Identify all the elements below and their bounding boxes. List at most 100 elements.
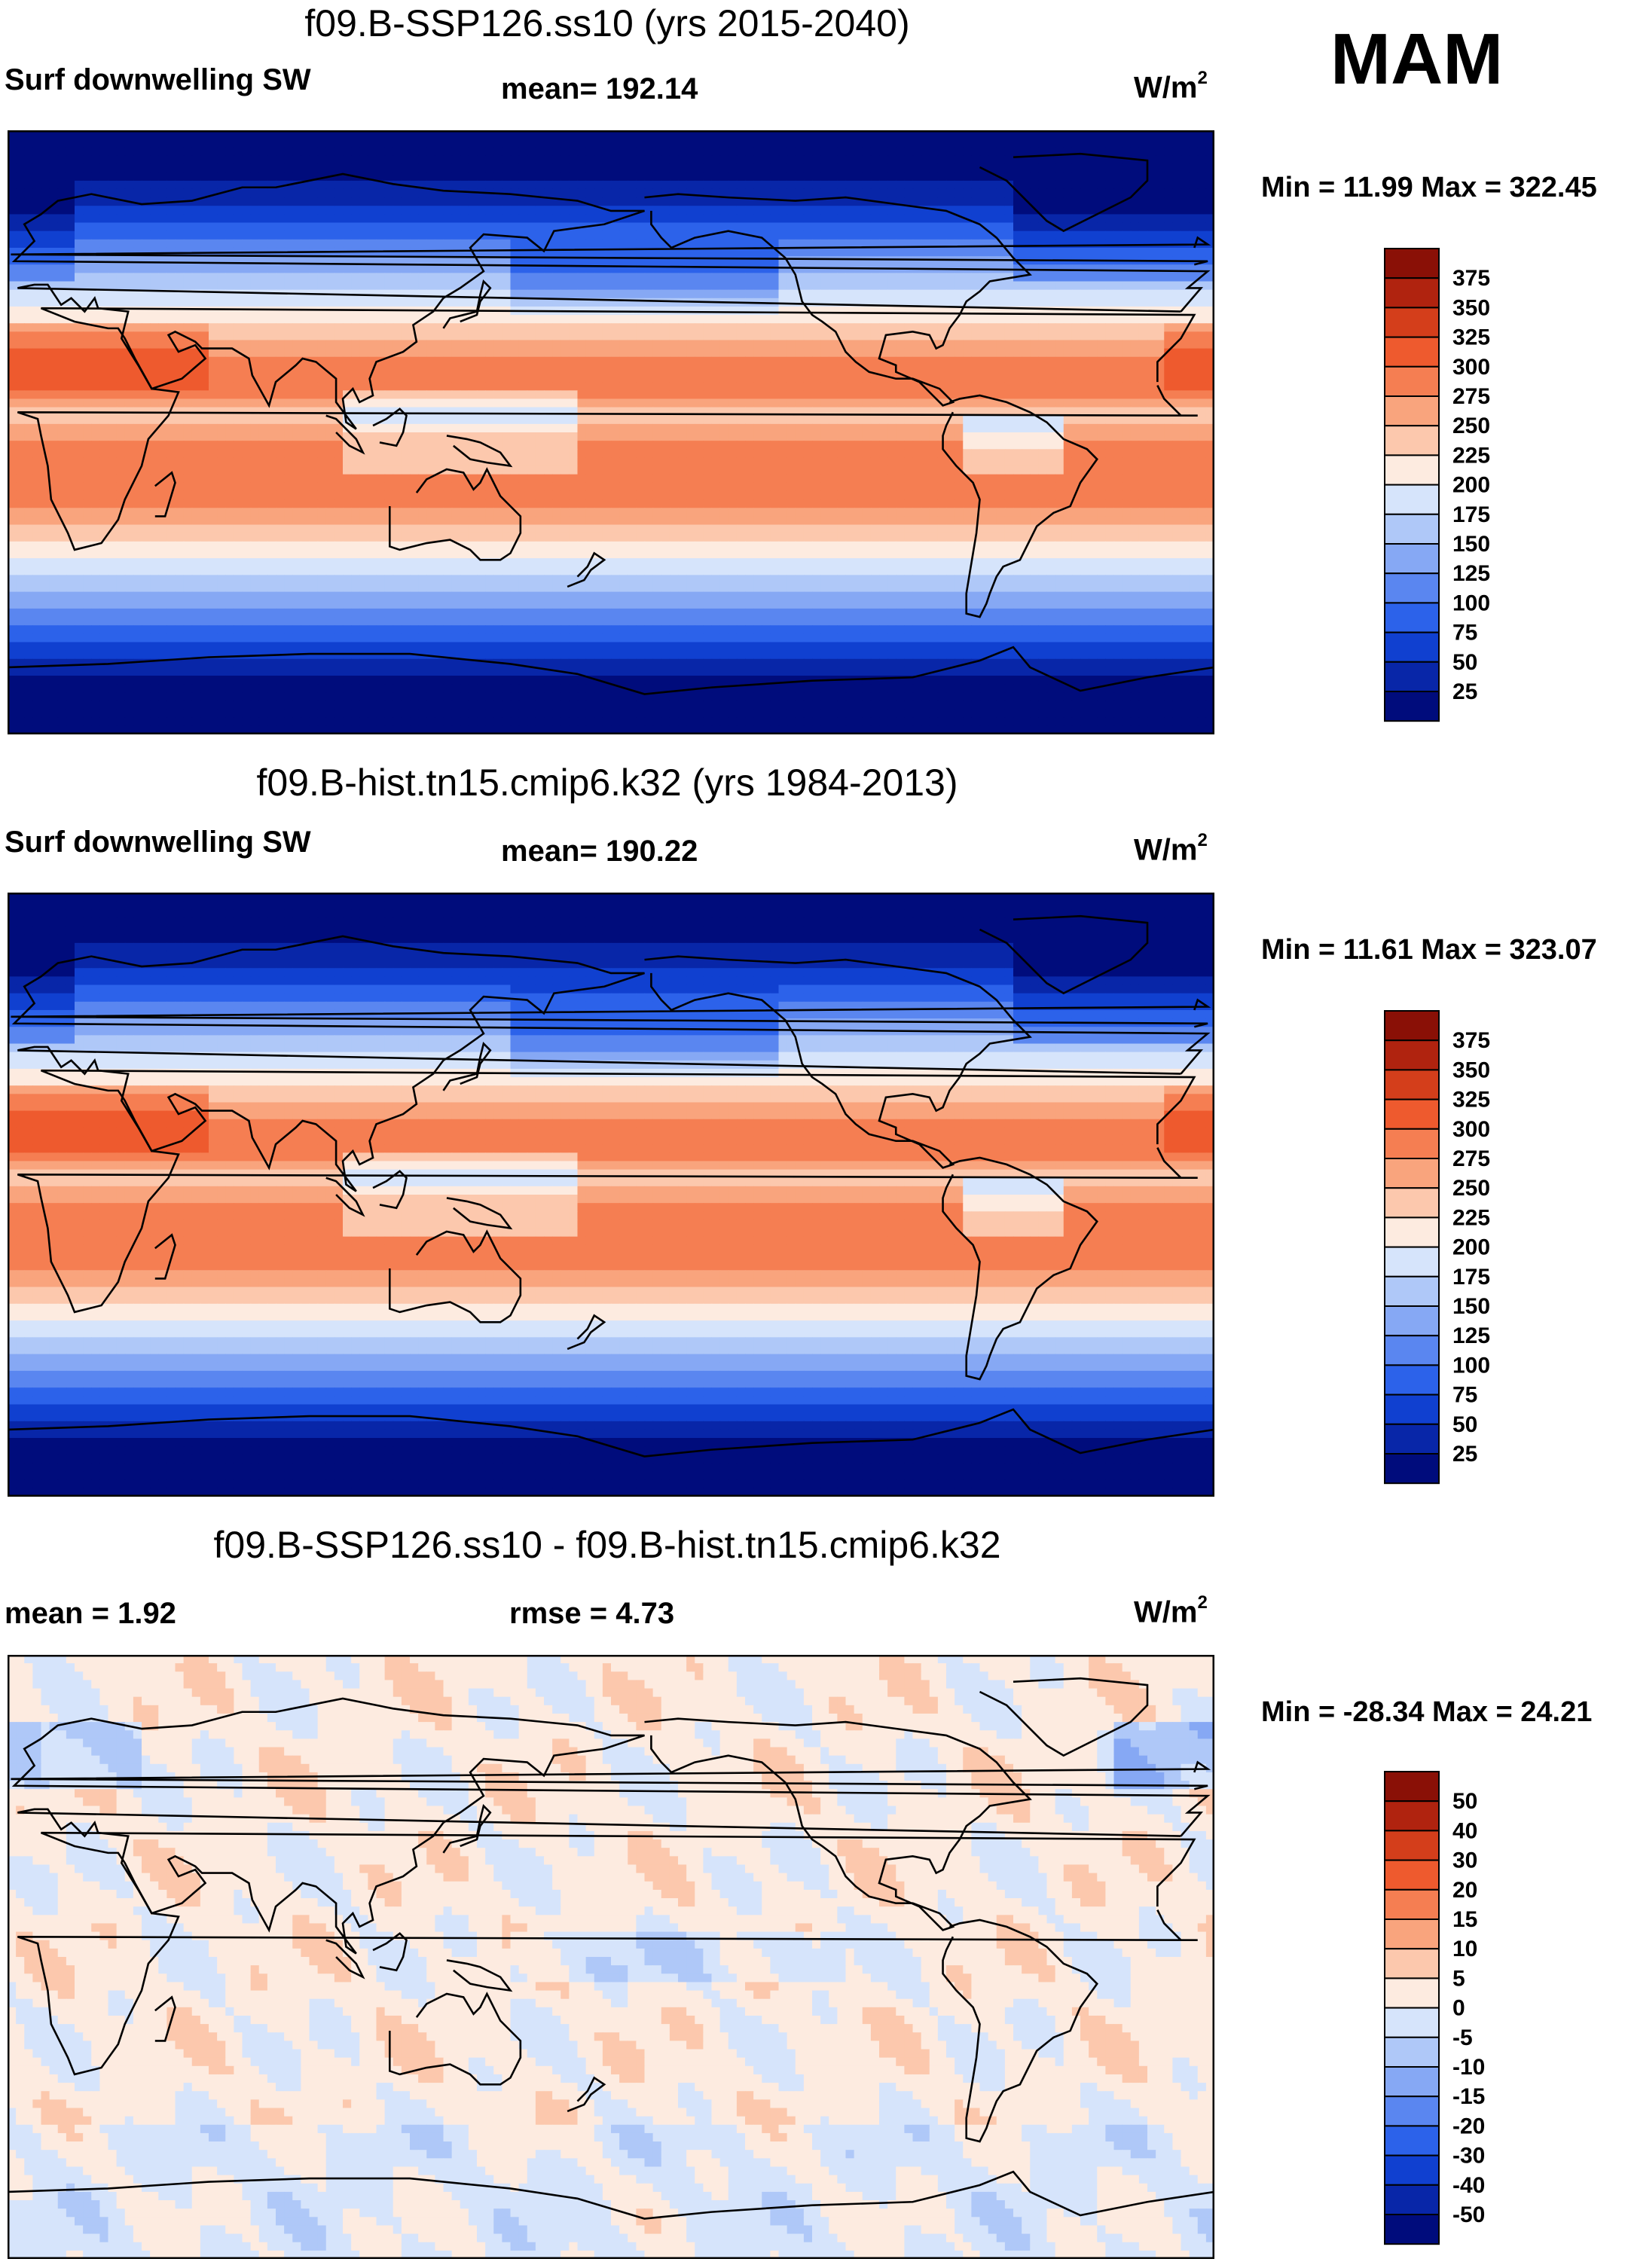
map-cell: [91, 398, 100, 408]
map-cell: [49, 356, 59, 366]
map-cell: [1147, 155, 1156, 165]
map-cell: [921, 315, 930, 324]
map-cell: [150, 139, 159, 148]
map-cell: [904, 348, 914, 358]
map-cell: [577, 239, 587, 249]
map-cell: [577, 180, 587, 190]
map-cell: [393, 222, 402, 232]
map-cell: [812, 382, 821, 391]
map-cell: [1189, 222, 1199, 232]
map-cell: [116, 206, 126, 215]
map-cell: [1063, 197, 1073, 206]
map-cell: [510, 139, 520, 148]
map-cell: [669, 340, 679, 350]
map-cell: [41, 298, 50, 307]
map-cell: [1089, 365, 1098, 374]
map-cell: [669, 214, 679, 224]
map-cell: [1105, 315, 1115, 324]
map-cell: [8, 230, 17, 240]
map-cell: [191, 273, 201, 282]
map-cell: [644, 188, 654, 198]
map-cell: [24, 222, 33, 232]
map-cell: [325, 256, 335, 265]
map-cell: [837, 398, 847, 408]
map-cell: [745, 348, 754, 358]
map-cell: [1147, 206, 1156, 215]
map-cell: [24, 374, 33, 383]
map-cell: [41, 172, 50, 182]
map-cell: [661, 172, 670, 182]
map-cell: [376, 398, 386, 408]
map-cell: [1205, 139, 1214, 148]
map-cell: [32, 155, 42, 165]
map-cell: [803, 155, 813, 165]
map-cell: [384, 289, 394, 299]
map-cell: [225, 264, 234, 273]
map-cell: [728, 256, 738, 265]
map-cell: [594, 348, 603, 358]
map-cell: [49, 273, 59, 282]
map-cell: [518, 264, 528, 273]
map-cell: [250, 348, 260, 358]
map-cell: [896, 298, 905, 307]
map-cell: [703, 273, 713, 282]
map-cell: [1022, 147, 1031, 157]
map-cell: [1030, 315, 1039, 324]
map-cell: [669, 398, 679, 408]
map-cell: [209, 382, 218, 391]
map-cell: [896, 390, 905, 400]
map-cell: [955, 172, 964, 182]
map-cell: [359, 197, 368, 206]
map-cell: [32, 398, 42, 408]
map-cell: [569, 273, 579, 282]
map-cell: [1022, 222, 1031, 232]
map-cell: [837, 348, 847, 358]
map-cell: [904, 356, 914, 366]
map-cell: [1055, 374, 1064, 383]
map-cell: [820, 340, 829, 350]
map-cell: [544, 214, 553, 224]
map-cell: [225, 374, 234, 383]
map-cell: [426, 139, 435, 148]
map-cell: [535, 230, 545, 240]
map-cell: [368, 230, 377, 240]
map-cell: [191, 390, 201, 400]
map-cell: [904, 340, 914, 350]
map-cell: [803, 139, 813, 148]
map-cell: [829, 365, 838, 374]
map-cell: [309, 315, 319, 324]
map-cell: [66, 398, 75, 408]
map-cell: [317, 180, 327, 190]
map-cell: [384, 222, 394, 232]
map-cell: [1046, 365, 1056, 374]
map-cell: [267, 365, 276, 374]
map-cell: [946, 239, 955, 249]
map-cell: [569, 298, 579, 307]
map-cell: [166, 331, 176, 341]
map-cell: [711, 188, 721, 198]
map-cell: [736, 172, 746, 182]
map-cell: [845, 398, 855, 408]
map-cell: [527, 415, 536, 425]
map-cell: [250, 130, 260, 139]
map-cell: [644, 239, 654, 249]
map-cell: [753, 155, 762, 165]
map-cell: [209, 398, 218, 408]
map-cell: [812, 256, 821, 265]
map-cell: [1197, 273, 1207, 282]
map-cell: [795, 172, 805, 182]
map-cell: [1004, 180, 1014, 190]
map-cell: [619, 247, 628, 257]
map-cell: [191, 407, 201, 417]
map-cell: [870, 374, 880, 383]
map-cell: [652, 281, 662, 291]
map-cell: [99, 340, 109, 350]
map-cell: [552, 273, 561, 282]
map-cell: [636, 298, 646, 307]
map-cell: [16, 415, 25, 425]
map-cell: [1046, 206, 1056, 215]
map-cell: [1105, 273, 1115, 282]
map-cell: [636, 281, 646, 291]
map-cell: [284, 315, 293, 324]
map-cell: [770, 348, 780, 358]
